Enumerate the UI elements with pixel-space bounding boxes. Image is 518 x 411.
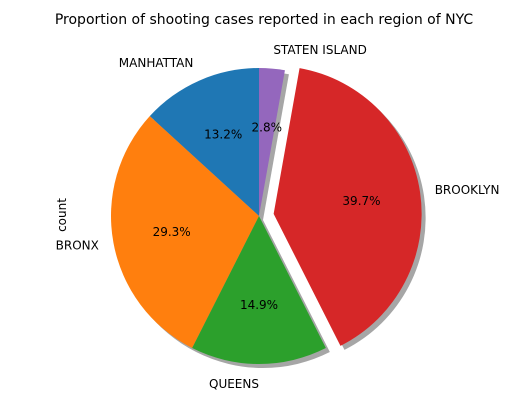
percent-label-staten-island: 2.8% xyxy=(252,121,283,135)
category-label-bronx: BRONX xyxy=(56,238,99,252)
y-axis-label: count xyxy=(55,198,69,232)
percent-label-brooklyn: 39.7% xyxy=(342,194,380,208)
percent-labels: 13.2% 29.3% 14.9% 39.7% 2.8% xyxy=(153,121,381,312)
category-label-queens: QUEENS xyxy=(209,377,259,391)
percent-label-manhattan: 13.2% xyxy=(204,128,242,142)
category-label-manhattan: MANHATTAN xyxy=(119,56,194,70)
category-labels: MANHATTAN BRONX QUEENS BROOKLYN STATEN ISLAN… xyxy=(56,43,500,391)
pie-slice-manhattan xyxy=(149,68,259,216)
category-label-brooklyn: BROOKLYN xyxy=(435,183,500,197)
pie-slice-brooklyn xyxy=(273,68,422,346)
pie-slice-staten-island xyxy=(259,68,285,216)
chart-title: Proportion of shooting cases reported in… xyxy=(55,12,474,28)
pie-slice-queens xyxy=(192,216,326,364)
category-label-staten-island: STATEN ISLAND xyxy=(273,43,367,57)
pie-slices xyxy=(110,68,422,364)
percent-label-bronx: 29.3% xyxy=(153,225,191,239)
percent-label-queens: 14.9% xyxy=(240,298,278,312)
pie-slice-bronx xyxy=(110,116,260,349)
